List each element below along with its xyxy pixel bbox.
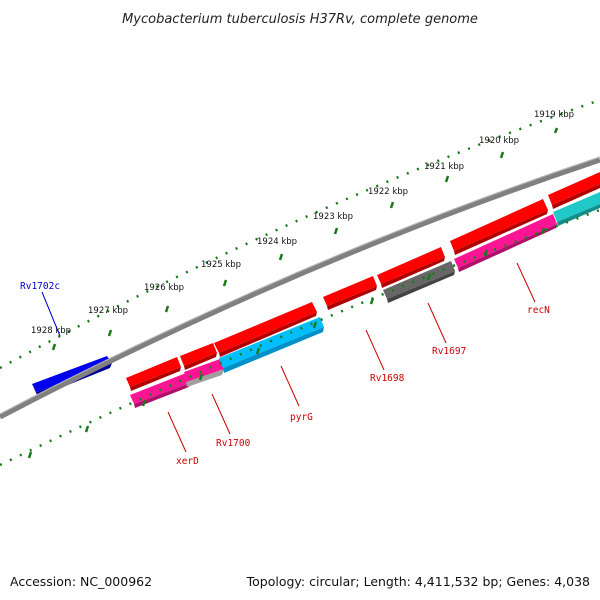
genome-summary-text: Topology: circular; Length: 4,411,532 bp… [246, 574, 590, 589]
tick-mark [499, 151, 505, 159]
tick-mark [444, 175, 450, 183]
cds-feature [548, 172, 600, 205]
label-leader-rv1700 [211, 393, 231, 435]
gene-recn[interactable] [454, 214, 557, 272]
cds-feature [180, 343, 217, 366]
tick-label: 1923 kbp [313, 212, 353, 222]
gene-label-rv1700: Rv1700 [216, 438, 251, 449]
tick-label: 1926 kbp [144, 283, 184, 293]
gene-labels: recN Rv1697 Rv1698 pyrG Rv1700 xerD [167, 262, 550, 467]
label-leader-pyrg [280, 365, 300, 407]
cds-feature [454, 210, 548, 255]
label-leader-rv1698 [365, 329, 385, 371]
cds-feature [219, 312, 317, 357]
tick-label: 1921 kbp [424, 162, 464, 172]
tick-label: 1920 kbp [479, 136, 519, 146]
tick-group: 1919 kbp 1920 kbp 1921 kbp 1922 kbp 1923… [31, 110, 574, 351]
tick-label: 1924 kbp [257, 237, 297, 247]
tick-mark [107, 329, 113, 337]
gene-adjacent[interactable] [553, 192, 600, 226]
inner-tick-ring [0, 208, 600, 467]
map-title: Mycobacterium tuberculosis H37Rv, comple… [122, 12, 478, 27]
label-leader-recn [516, 262, 536, 303]
cds-feature [184, 353, 217, 370]
tick-mark [222, 279, 228, 287]
tick-label: 1928 kbp [31, 326, 71, 336]
accession-text: Accession: NC_000962 [10, 574, 152, 589]
tick-mark [333, 227, 339, 235]
gene-label-rv1698: Rv1698 [370, 373, 405, 384]
cds-feature [126, 357, 181, 387]
tick-mark [51, 343, 57, 351]
genome-backbone [0, 157, 600, 420]
gene-label-rv1702c: Rv1702c [20, 281, 60, 292]
tick-label: 1922 kbp [368, 187, 408, 197]
label-leader-rv1697 [427, 302, 447, 344]
tick-label: 1925 kbp [201, 260, 241, 270]
gene-label-rv1697: Rv1697 [432, 346, 466, 357]
gene-rv1697[interactable] [383, 261, 455, 303]
tick-label: 1927 kbp [88, 306, 128, 316]
tick-mark [389, 201, 395, 209]
gene-xerd[interactable] [130, 373, 190, 408]
cds-feature [377, 247, 445, 284]
cds-feature [327, 286, 377, 310]
tick-mark [553, 127, 559, 134]
gene-rv1700[interactable] [184, 359, 224, 387]
cds-feature [450, 199, 548, 251]
tick-mark [164, 305, 170, 313]
label-leader-rv1702c [41, 291, 61, 337]
gene-pyrg[interactable] [219, 317, 324, 373]
tick-mark [278, 253, 284, 261]
gene-label-xerd: xerD [176, 456, 199, 467]
cds-feature [381, 257, 445, 288]
cds-feature [552, 184, 600, 209]
gene-label-pyrg: pyrG [290, 412, 313, 423]
tick-label: 1919 kbp [534, 110, 574, 120]
cds-track-forward [126, 172, 600, 391]
cds-feature [130, 367, 181, 391]
label-leader-xerd [167, 411, 187, 453]
gene-track [130, 192, 600, 408]
cds-feature [323, 276, 377, 306]
gene-label-recn: recN [527, 305, 550, 316]
cds-feature [214, 302, 317, 353]
